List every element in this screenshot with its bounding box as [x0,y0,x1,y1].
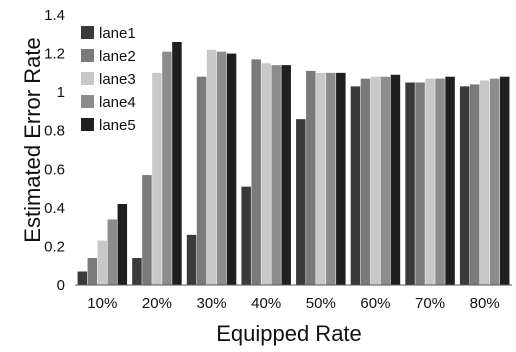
bar-lane5-2 [226,53,237,286]
bar-lane4-6 [435,78,445,286]
legend-label-lane2: lane2 [99,48,136,65]
bar-lane2-0 [87,258,98,285]
bar-lane2-5 [360,78,371,286]
bar-lane2-3 [251,59,261,285]
legend-swatch-lane3 [81,72,94,85]
y-tick-label: 0 [57,277,65,294]
y-tick-label: 1 [57,84,65,101]
bar-lane5-3 [281,65,291,286]
bar-lane5-7 [499,76,510,285]
bar-lane1-1 [132,258,142,285]
x-tick-label: 20% [142,295,172,312]
bar-lane3-7 [479,80,490,285]
bar-lane4-3 [271,65,281,286]
y-axis-title: Estimated Error Rate [20,37,45,242]
bar-lane4-2 [216,51,227,286]
legend-label-lane4: lane4 [99,94,136,111]
bar-lane2-7 [469,84,480,285]
x-tick-label: 10% [87,295,117,312]
y-tick-label: 0.6 [44,161,65,178]
legend-label-lane3: lane3 [99,71,136,88]
legend-label-lane5: lane5 [99,117,136,134]
bar-lane3-6 [425,78,435,286]
bar-lane3-4 [316,72,326,285]
bar-lane1-5 [350,86,361,285]
bar-lane4-1 [162,51,172,286]
y-axis-ticks: 0 0.2 0.4 0.6 0.8 1 1.2 1.4 [44,7,65,294]
x-tick-label: 40% [251,295,281,312]
x-tick-label: 60% [360,295,390,312]
legend-swatch-lane2 [81,49,94,62]
legend-swatch-lane5 [81,118,94,131]
bar-lane3-5 [370,76,381,285]
legend-swatch-lane4 [81,95,94,108]
bar-lane3-2 [206,49,217,285]
bar-lane4-4 [326,72,336,285]
bar-lane5-0 [117,204,128,285]
y-tick-label: 0.8 [44,123,65,140]
x-tick-label: 70% [415,295,445,312]
bar-lane5-1 [172,42,182,285]
bar-lane5-6 [445,76,455,285]
x-tick-label: 80% [470,295,500,312]
bar-lane5-5 [390,74,401,286]
x-tick-label: 50% [306,295,336,312]
bar-lane2-1 [142,175,152,285]
bar-lane2-4 [306,70,316,285]
y-tick-label: 0.2 [44,238,65,255]
y-tick-label: 1.2 [44,46,65,63]
bar-lane3-3 [261,63,271,285]
bars [77,42,510,286]
bar-lane3-0 [97,240,108,285]
bar-lane1-6 [405,82,415,285]
bar-lane1-2 [186,234,197,285]
bar-lane1-3 [241,186,251,285]
x-tick-label: 30% [197,295,227,312]
bar-lane4-0 [107,219,118,285]
bar-lane1-7 [459,86,470,285]
y-tick-label: 0.4 [44,200,65,217]
y-tick-label: 1.4 [44,7,65,24]
legend-label-lane1: lane1 [99,25,136,42]
bar-lane4-7 [489,78,500,286]
legend-swatch-lane1 [81,26,94,39]
x-axis-title: Equipped Rate [216,321,362,346]
bar-lane2-6 [415,82,425,285]
bar-lane4-5 [380,76,391,285]
bar-lane1-4 [296,119,306,286]
legend: lane1 lane2 lane3 lane4 lane5 [81,25,136,134]
x-axis-ticks: 10% 20% 30% 40% 50% 60% 70% 80% [87,295,499,312]
bar-lane2-2 [196,76,207,285]
bar-lane3-1 [152,72,162,285]
bar-lane5-4 [336,72,346,285]
bar-lane1-0 [77,271,88,285]
